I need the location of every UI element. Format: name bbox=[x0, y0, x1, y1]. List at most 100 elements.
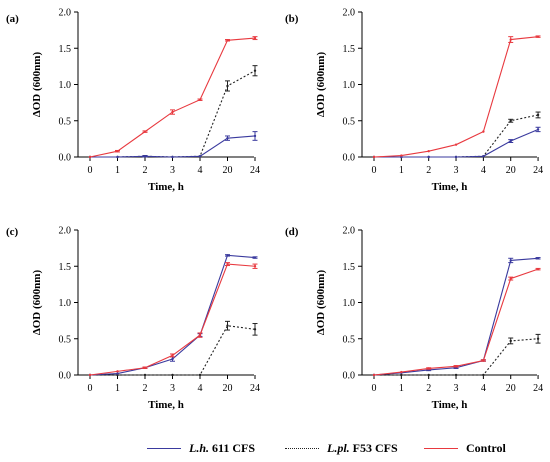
x-tick-label: 0 bbox=[88, 383, 93, 394]
data-point bbox=[537, 35, 539, 37]
y-tick-label: 0.5 bbox=[343, 116, 356, 127]
x-tick-label: 3 bbox=[170, 165, 175, 176]
data-point bbox=[199, 374, 201, 376]
series-line-lpl bbox=[90, 326, 255, 375]
data-point bbox=[510, 340, 512, 342]
series-line-control bbox=[374, 37, 538, 157]
panel-a: (a) 0.0 0.5 1.0 1.5 2.0 0 1 2 3 4 20 24 Time, h ΔOD (6… bbox=[6, 8, 260, 194]
x-tick-label: 1 bbox=[399, 165, 404, 176]
y-tick-label: 2.0 bbox=[343, 226, 356, 237]
panel-letter: (d) bbox=[285, 226, 299, 238]
legend-label-lh: L.h. 611 CFS bbox=[189, 441, 255, 456]
data-point bbox=[226, 254, 228, 256]
data-point bbox=[226, 263, 228, 265]
data-point bbox=[455, 156, 457, 158]
data-point bbox=[482, 374, 484, 376]
data-point bbox=[427, 156, 429, 158]
x-tick-label: 2 bbox=[143, 165, 148, 176]
data-point bbox=[510, 259, 512, 261]
data-point bbox=[226, 85, 228, 87]
x-tick-label: 24 bbox=[250, 383, 260, 394]
data-point bbox=[455, 374, 457, 376]
y-tick-label: 0.0 bbox=[59, 371, 72, 382]
data-point bbox=[537, 338, 539, 340]
series-line-control bbox=[374, 269, 538, 375]
data-point bbox=[537, 257, 539, 259]
x-axis-label: Time, h bbox=[432, 399, 468, 411]
x-tick-label: 1 bbox=[115, 165, 120, 176]
x-tick-label: 2 bbox=[426, 165, 431, 176]
data-point bbox=[482, 155, 484, 157]
x-axis-label: Time, h bbox=[148, 399, 184, 411]
data-point bbox=[254, 328, 256, 330]
x-tick-label: 2 bbox=[426, 383, 431, 394]
y-axis-label: ΔOD (600nm) bbox=[315, 52, 327, 118]
data-point bbox=[199, 155, 201, 157]
y-tick-label: 2.0 bbox=[59, 226, 72, 237]
x-axis-label: Time, h bbox=[432, 181, 468, 193]
panel-letter: (c) bbox=[6, 226, 19, 238]
y-tick-label: 1.0 bbox=[343, 298, 356, 309]
panel-letter: (b) bbox=[285, 13, 299, 25]
series-line-lh bbox=[374, 258, 538, 375]
series-control bbox=[373, 35, 541, 158]
y-axis-label: ΔOD (600nm) bbox=[31, 52, 43, 118]
x-tick-label: 1 bbox=[399, 383, 404, 394]
series-line-lpl bbox=[374, 339, 538, 375]
data-point bbox=[482, 359, 484, 361]
data-point bbox=[510, 120, 512, 122]
y-tick-label: 0.5 bbox=[343, 334, 356, 345]
x-tick-label: 4 bbox=[481, 383, 486, 394]
x-tick-label: 20 bbox=[223, 165, 233, 176]
y-tick-label: 1.0 bbox=[59, 298, 72, 309]
data-point bbox=[455, 143, 457, 145]
series-lpl bbox=[89, 321, 258, 376]
data-point bbox=[144, 374, 146, 376]
x-tick-label: 20 bbox=[506, 165, 516, 176]
data-point bbox=[116, 156, 118, 158]
y-tick-label: 1.0 bbox=[343, 80, 356, 91]
x-tick-label: 4 bbox=[481, 165, 486, 176]
data-point bbox=[171, 156, 173, 158]
data-point bbox=[199, 99, 201, 101]
data-point bbox=[537, 114, 539, 116]
data-point bbox=[171, 111, 173, 113]
data-point bbox=[89, 374, 91, 376]
y-tick-label: 0.0 bbox=[59, 153, 72, 164]
data-point bbox=[171, 374, 173, 376]
legend: L.h. 611 CFS L.pl. F53 CFS Control bbox=[0, 438, 550, 458]
legend-label-control: Control bbox=[466, 441, 506, 456]
data-point bbox=[373, 374, 375, 376]
y-tick-label: 2.0 bbox=[343, 8, 356, 19]
data-point bbox=[537, 268, 539, 270]
x-tick-label: 3 bbox=[170, 383, 175, 394]
data-point bbox=[400, 371, 402, 373]
data-point bbox=[144, 155, 146, 157]
data-point bbox=[427, 367, 429, 369]
x-tick-label: 24 bbox=[250, 165, 260, 176]
y-tick-label: 0.0 bbox=[343, 153, 356, 164]
panel-d: (d) 0.0 0.5 1.0 1.5 2.0 0 1 2 3 4 20 24 Time, h ΔOD (6… bbox=[285, 226, 543, 412]
data-point bbox=[254, 265, 256, 267]
legend-swatch-lh bbox=[147, 448, 181, 449]
data-point bbox=[400, 154, 402, 156]
data-point bbox=[116, 370, 118, 372]
series-line-lh bbox=[90, 136, 255, 157]
data-point bbox=[226, 325, 228, 327]
data-point bbox=[254, 37, 256, 39]
x-tick-label: 3 bbox=[454, 383, 459, 394]
data-point bbox=[254, 135, 256, 137]
data-point bbox=[116, 150, 118, 152]
data-point bbox=[144, 367, 146, 369]
series-line-lh bbox=[374, 129, 538, 157]
series-line-control bbox=[90, 38, 255, 157]
x-tick-label: 3 bbox=[454, 165, 459, 176]
x-tick-label: 0 bbox=[372, 383, 377, 394]
data-point bbox=[226, 39, 228, 41]
data-point bbox=[254, 256, 256, 258]
legend-item-lh: L.h. 611 CFS bbox=[147, 438, 255, 458]
y-axis-label: ΔOD (600nm) bbox=[315, 270, 327, 336]
series-control bbox=[89, 37, 258, 159]
data-point bbox=[226, 137, 228, 139]
